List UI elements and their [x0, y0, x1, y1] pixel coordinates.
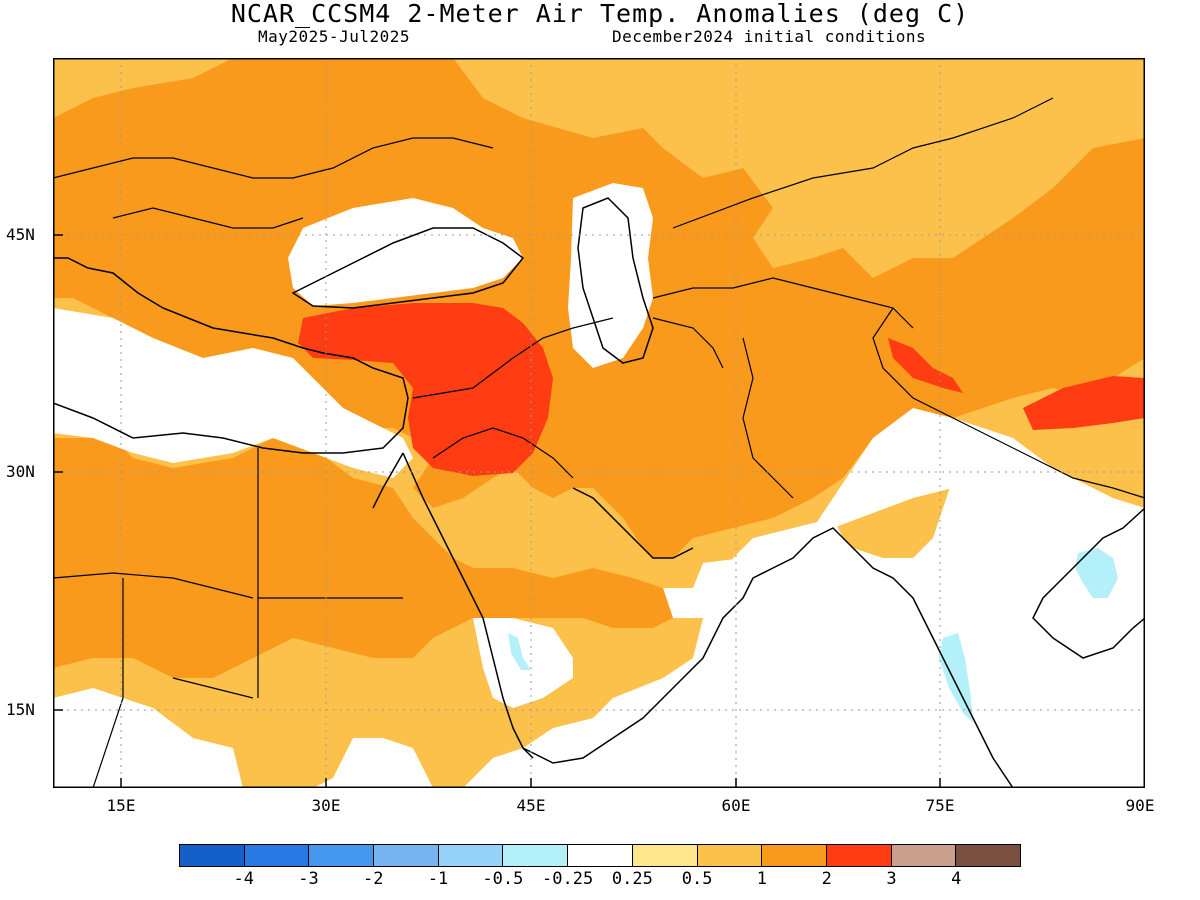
lon-label-30e: 30E — [311, 796, 341, 815]
legend-tick-label: 0.25 — [611, 869, 653, 889]
legend-tick-label: 2 — [821, 869, 832, 889]
legend-tick-label: -0.5 — [482, 869, 524, 889]
lon-label-90e: 90E — [1125, 796, 1155, 815]
coastlines — [53, 197, 1145, 788]
color-legend — [179, 844, 1021, 867]
legend-swatch — [632, 845, 698, 866]
lat-label-15n: 15N — [6, 700, 35, 719]
lon-label-15e: 15E — [106, 796, 136, 815]
map-frame — [53, 58, 1145, 788]
legend-tick-label: -2 — [363, 869, 384, 889]
anomaly-map — [53, 58, 1145, 788]
tick-marks — [53, 234, 941, 788]
legend-swatch — [762, 845, 827, 866]
legend-swatch — [891, 845, 957, 866]
legend-tick-label: -4 — [233, 869, 254, 889]
legend-swatch — [503, 845, 569, 866]
forecast-period: May2025-Jul2025 — [258, 27, 410, 46]
lon-label-60e: 60E — [721, 796, 751, 815]
lat-label-30n: 30N — [6, 462, 35, 481]
legend-swatch — [568, 845, 633, 866]
near-zero-fill — [53, 183, 1145, 788]
legend-tick-label: -0.25 — [542, 869, 594, 889]
legend-tick-label: 3 — [886, 869, 897, 889]
borders — [53, 97, 1145, 788]
legend-tick-label: 4 — [951, 869, 962, 889]
legend-swatch — [244, 845, 310, 866]
gridlines — [53, 58, 1145, 788]
lon-label-75e: 75E — [925, 796, 955, 815]
legend-swatch — [374, 845, 439, 866]
legend-swatch — [309, 845, 375, 866]
initial-conditions: December2024 initial conditions — [612, 27, 927, 46]
legend-swatch — [438, 845, 504, 866]
legend-swatch — [697, 845, 763, 866]
legend-tick-label: 0.5 — [681, 869, 713, 889]
legend-swatch — [956, 845, 1020, 866]
legend-tick-label: -3 — [298, 869, 319, 889]
anomaly-2-3-fill — [298, 303, 1145, 476]
legend-swatch — [180, 845, 245, 866]
map-plot-area — [53, 58, 1145, 788]
lat-label-45n: 45N — [6, 225, 35, 244]
legend-swatch — [826, 845, 892, 866]
legend-tick-label: 1 — [756, 869, 768, 889]
legend-tick-label: -1 — [427, 869, 449, 889]
lon-label-45e: 45E — [516, 796, 546, 815]
map-title: NCAR_CCSM4 2-Meter Air Temp. Anomalies (… — [230, 0, 970, 28]
